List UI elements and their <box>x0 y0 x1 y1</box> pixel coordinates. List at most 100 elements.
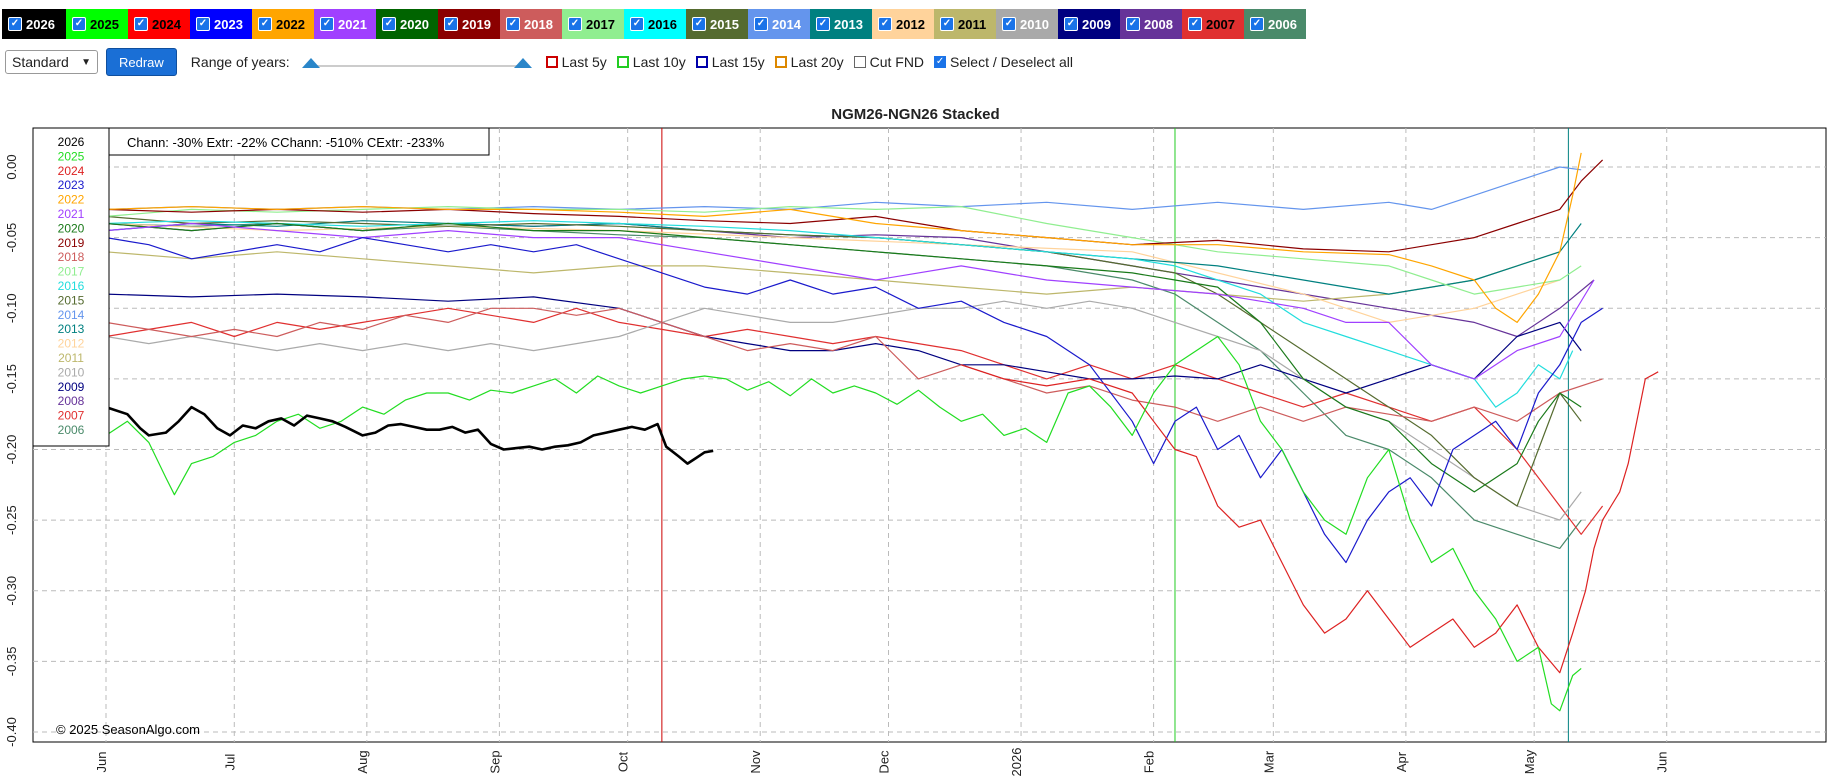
series-line-2023 <box>105 237 1603 564</box>
checkbox-icon[interactable]: ✓ <box>878 17 892 31</box>
y-tick-label: 0.00 <box>4 154 19 179</box>
stats-box <box>108 127 490 156</box>
year-toggle-label: 2012 <box>896 16 925 32</box>
year-toggle-label: 2016 <box>648 16 677 32</box>
checkbox-icon[interactable]: ✓ <box>940 17 954 31</box>
checkbox-icon[interactable]: ✓ <box>258 17 272 31</box>
last20-box[interactable] <box>774 56 787 68</box>
checkbox-icon[interactable]: ✓ <box>692 17 706 31</box>
year-toggle-bar: ✓ 2026 ✓ 2025 ✓ 2024 ✓ 2023 ✓ 2022 ✓ 2021 ✓ 2020 ✓ 2019… <box>2 9 1306 39</box>
year-toggle-2009[interactable]: ✓ 2009 <box>1058 9 1120 39</box>
last5-box[interactable] <box>545 56 558 68</box>
legend-entry: 2018 <box>58 250 85 264</box>
legend-entry: 2009 <box>58 380 85 394</box>
year-toggle-2018[interactable]: ✓ 2018 <box>500 9 562 39</box>
year-toggle-2023[interactable]: ✓ 2023 <box>190 9 252 39</box>
x-tick-label: Oct <box>616 752 631 773</box>
checkbox-icon[interactable]: ✓ <box>196 17 210 31</box>
stats-text: Chann: -30% Extr: -22% CChann: -510% CEx… <box>127 135 445 150</box>
checkbox-icon[interactable]: ✓ <box>630 17 644 31</box>
year-toggle-2011[interactable]: ✓ 2011 <box>934 9 996 39</box>
year-toggle-2006[interactable]: ✓ 2006 <box>1244 9 1306 39</box>
series-line-2022 <box>105 152 1582 323</box>
redraw-button[interactable]: Redraw <box>106 48 177 76</box>
y-tick-label: -0.15 <box>4 364 19 394</box>
checkbox-icon[interactable]: ✓ <box>816 17 830 31</box>
year-toggle-2014[interactable]: ✓ 2014 <box>748 9 810 39</box>
last10-box[interactable] <box>616 56 629 68</box>
series-line-2018 <box>105 307 1603 422</box>
series-line-2015 <box>105 215 1582 507</box>
checkbox-icon[interactable]: ✓ <box>1188 17 1202 31</box>
select-all-box[interactable]: ✓ <box>934 56 947 68</box>
year-toggle-2015[interactable]: ✓ 2015 <box>686 9 748 39</box>
series-line-2017 <box>105 206 1582 295</box>
last10-checkbox[interactable]: Last 10y <box>616 54 686 70</box>
checkbox-icon[interactable]: ✓ <box>754 17 768 31</box>
year-toggle-2024[interactable]: ✓ 2024 <box>128 9 190 39</box>
x-tick-label: 2026 <box>1009 748 1024 777</box>
cutfnd-box[interactable] <box>853 56 866 68</box>
mode-select-value: Standard <box>12 54 69 70</box>
legend-entry: 2012 <box>58 337 85 351</box>
y-tick-label: -0.10 <box>4 293 19 323</box>
year-toggle-label: 2014 <box>772 16 801 32</box>
last5-checkbox[interactable]: Last 5y <box>545 54 607 70</box>
legend-entry: 2024 <box>58 164 85 178</box>
year-toggle-2022[interactable]: ✓ 2022 <box>252 9 314 39</box>
checkbox-icon[interactable]: ✓ <box>1002 17 1016 31</box>
year-toggle-label: 2013 <box>834 16 863 32</box>
legend-entry: 2019 <box>58 236 85 250</box>
controls-row: Standard ▼ Redraw Range of years: Last 5… <box>5 48 1073 76</box>
year-toggle-2010[interactable]: ✓ 2010 <box>996 9 1058 39</box>
checkbox-icon[interactable]: ✓ <box>1250 17 1264 31</box>
x-tick-label: Jul <box>222 754 237 771</box>
mode-select[interactable]: Standard ▼ <box>5 50 98 74</box>
checkbox-icon[interactable]: ✓ <box>1126 17 1140 31</box>
year-toggle-label: 2007 <box>1206 16 1235 32</box>
range-label: Range of years: <box>190 54 290 70</box>
year-toggle-2008[interactable]: ✓ 2008 <box>1120 9 1182 39</box>
last20-checkbox[interactable]: Last 20y <box>774 54 844 70</box>
year-toggle-label: 2018 <box>524 16 553 32</box>
checkbox-icon[interactable]: ✓ <box>444 17 458 31</box>
year-toggle-2021[interactable]: ✓ 2021 <box>314 9 376 39</box>
year-toggle-2013[interactable]: ✓ 2013 <box>810 9 872 39</box>
range-slider-start-handle[interactable] <box>301 58 320 68</box>
legend-entry: 2026 <box>58 135 85 149</box>
legend-entry: 2023 <box>58 178 85 192</box>
year-toggle-2012[interactable]: ✓ 2012 <box>872 9 934 39</box>
last15-box[interactable] <box>695 56 708 68</box>
legend-entry: 2016 <box>58 279 85 293</box>
last10-label: Last 10y <box>632 54 686 70</box>
year-toggle-2017[interactable]: ✓ 2017 <box>562 9 624 39</box>
year-toggle-label: 2025 <box>90 16 119 32</box>
checkbox-icon[interactable]: ✓ <box>506 17 520 31</box>
range-slider[interactable] <box>301 52 532 72</box>
x-tick-label: Aug <box>355 750 370 773</box>
year-toggle-2025[interactable]: ✓ 2025 <box>66 9 128 39</box>
checkbox-icon[interactable]: ✓ <box>1064 17 1078 31</box>
year-toggle-2019[interactable]: ✓ 2019 <box>438 9 500 39</box>
year-toggle-2016[interactable]: ✓ 2016 <box>624 9 686 39</box>
legend-entry: 2008 <box>58 394 85 408</box>
checkbox-icon[interactable]: ✓ <box>134 17 148 31</box>
select-all-checkbox[interactable]: ✓ Select / Deselect all <box>934 54 1073 70</box>
year-toggle-2007[interactable]: ✓ 2007 <box>1182 9 1244 39</box>
cutfnd-checkbox[interactable]: Cut FND <box>853 54 924 70</box>
checkbox-icon[interactable]: ✓ <box>568 17 582 31</box>
legend-entry: 2010 <box>58 365 85 379</box>
range-slider-end-handle[interactable] <box>513 58 532 68</box>
year-toggle-2026[interactable]: ✓ 2026 <box>2 9 66 39</box>
checkbox-icon[interactable]: ✓ <box>72 17 86 31</box>
series-line-2020 <box>105 222 1582 493</box>
checkbox-icon[interactable]: ✓ <box>8 17 22 31</box>
x-tick-label: Feb <box>1142 751 1157 773</box>
x-tick-label: Jun <box>1655 752 1670 773</box>
last15-label: Last 15y <box>711 54 765 70</box>
year-toggle-2020[interactable]: ✓ 2020 <box>376 9 438 39</box>
last5-label: Last 5y <box>561 54 607 70</box>
last15-checkbox[interactable]: Last 15y <box>695 54 765 70</box>
checkbox-icon[interactable]: ✓ <box>320 17 334 31</box>
checkbox-icon[interactable]: ✓ <box>382 17 396 31</box>
